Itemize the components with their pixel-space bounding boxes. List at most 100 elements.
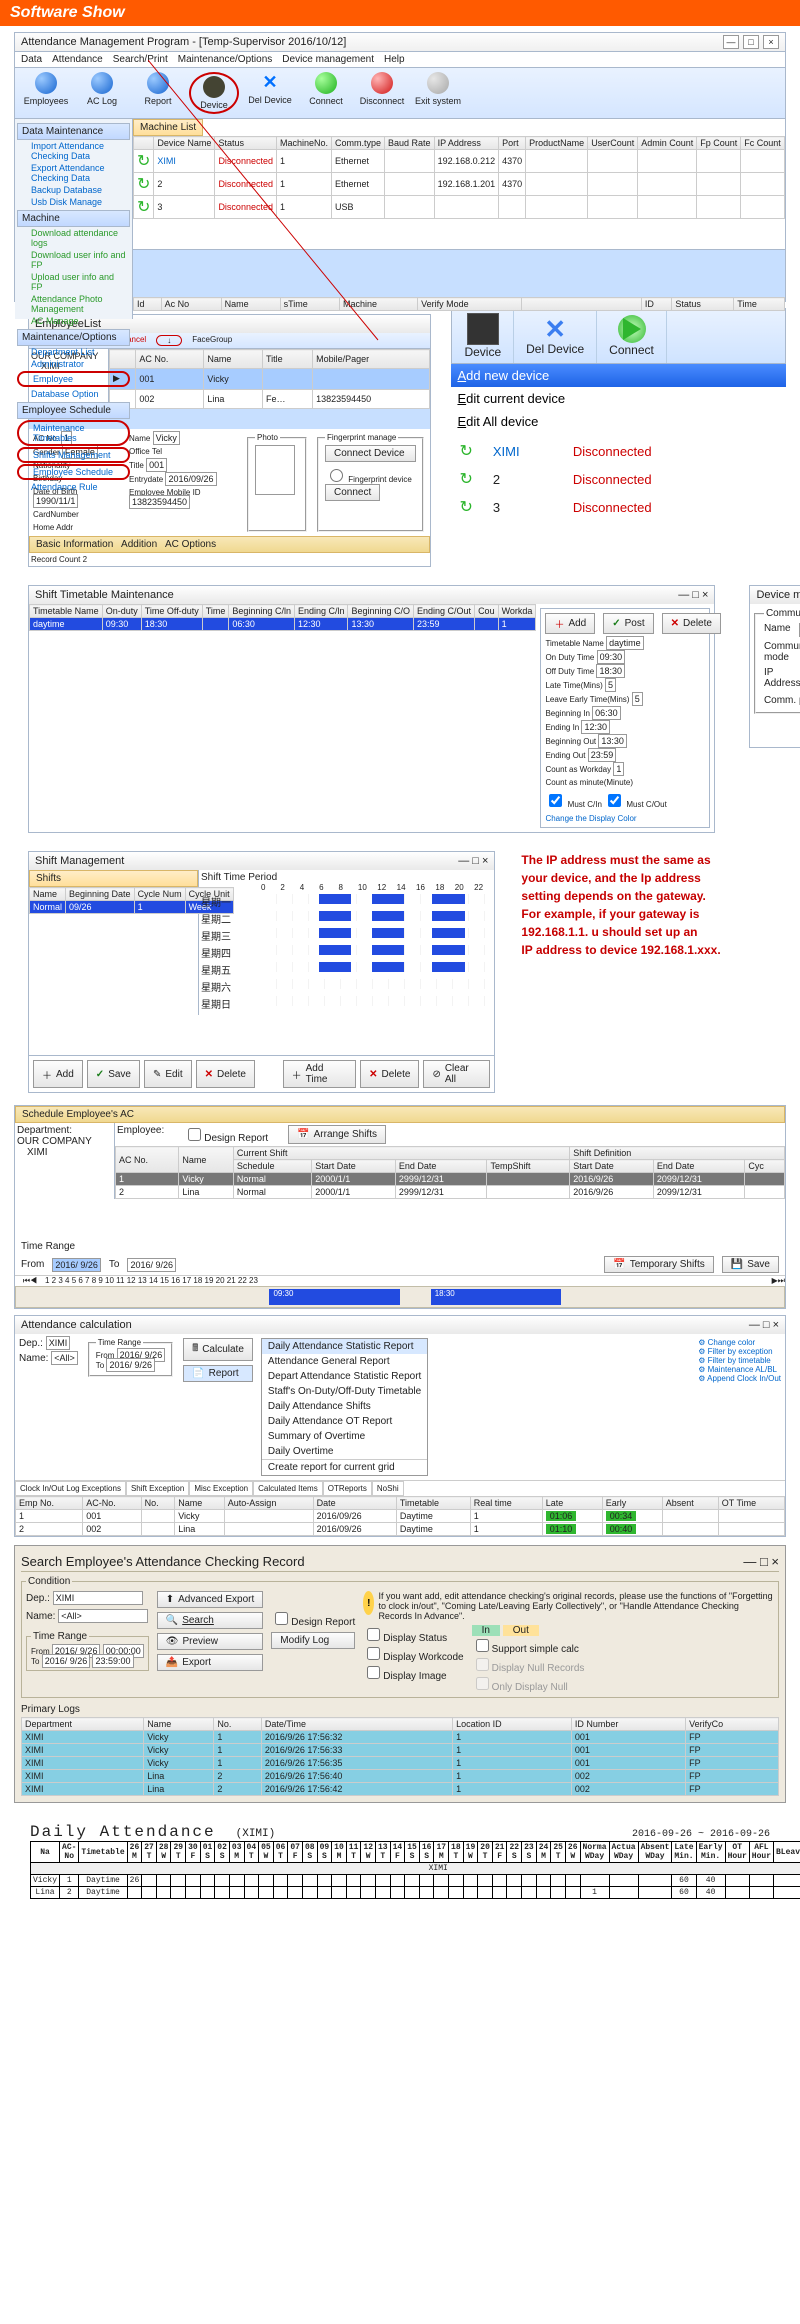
sm-clear[interactable]: ⊘Clear All [423, 1060, 490, 1088]
side-employee[interactable]: Employee [17, 371, 130, 387]
tree-co[interactable]: OUR COMPANY [17, 1136, 112, 1147]
sm-add[interactable]: ＋Add [33, 1060, 83, 1088]
menu-item[interactable]: Daily Attendance OT Report [262, 1414, 427, 1429]
tt-row[interactable]: daytime09:3018:3006:3012:3013:3023:591 [30, 618, 536, 631]
log-row[interactable]: XIMIVicky12016/9/26 17:56:351001FP [22, 1757, 779, 1770]
menu-item[interactable]: Create report for current grid [262, 1459, 427, 1475]
calc-row[interactable]: 1001Vicky2016/09/26Daytime101:0600:34 [16, 1510, 785, 1523]
from-date[interactable]: 2016/ 9/26 [52, 1258, 101, 1272]
dd-edit[interactable]: Edit current device [451, 387, 786, 410]
dep-in[interactable]: XIMI [53, 1591, 143, 1605]
i[interactable]: 06:30 [592, 706, 621, 720]
calc-row[interactable]: 2002Lina2016/09/26Daytime101:1000:40 [16, 1523, 785, 1536]
i[interactable]: 23:59 [588, 748, 617, 762]
cin-chk[interactable] [549, 794, 562, 807]
export-btn[interactable]: 📤 Export [157, 1654, 264, 1671]
cout-chk[interactable] [608, 794, 621, 807]
sm-edit[interactable]: ✎Edit [144, 1060, 192, 1088]
emp-row[interactable]: 002LinaFe…13823594450 [110, 389, 430, 408]
i[interactable]: 2016/ 9/26 [106, 1358, 155, 1372]
mobile-input[interactable]: 13823594450 [129, 495, 190, 509]
adv-export-btn[interactable]: ⬆ Advanced Export [157, 1591, 264, 1608]
design-chk[interactable] [188, 1128, 201, 1141]
side-dept[interactable]: Department List [17, 346, 130, 358]
side-timetable[interactable]: Maintenance Timetables [17, 420, 130, 446]
menu-item[interactable]: Depart Attendance Statistic Report [262, 1369, 427, 1384]
menu-data[interactable]: Data [21, 54, 42, 65]
connect-device-btn[interactable]: Connect Device [325, 445, 416, 462]
chk[interactable] [367, 1647, 380, 1660]
i[interactable]: 1 [613, 762, 624, 776]
side-acmanage[interactable]: AC Manage [17, 315, 130, 327]
i[interactable]: 2016/ 9/26 [42, 1654, 91, 1668]
i[interactable]: 09:30 [597, 650, 626, 664]
name-in[interactable]: <All> [51, 1351, 78, 1365]
calc-btn[interactable]: 🖩Calculate [183, 1338, 253, 1361]
menu-item[interactable]: Daily Attendance Statistic Report [262, 1339, 427, 1354]
log-row[interactable]: XIMILina22016/9/26 17:56:421002FP [22, 1783, 779, 1796]
chk[interactable] [476, 1639, 489, 1652]
side-photo[interactable]: Attendance Photo Management [17, 293, 130, 315]
side-dbopt[interactable]: Database Option [17, 388, 130, 400]
side-export[interactable]: Export Attendance Checking Data [17, 162, 130, 184]
side-link[interactable]: ⚙ Maintenance AL/BL [698, 1365, 781, 1374]
side-usb[interactable]: Usb Disk Manage [17, 196, 130, 208]
to-date[interactable]: 2016/ 9/26 [127, 1258, 176, 1272]
side-import[interactable]: Import Attendance Checking Data [17, 140, 130, 162]
menu-attendance[interactable]: Attendance [52, 54, 103, 65]
log-row[interactable]: XIMIVicky12016/9/26 17:56:321001FP [22, 1731, 779, 1744]
title-input[interactable]: 001 [146, 458, 167, 472]
temp-shifts-btn[interactable]: 📅Temporary Shifts [604, 1256, 713, 1273]
side-link[interactable]: ⚙ Append Clock In/Out [698, 1374, 781, 1383]
minimize-button[interactable]: — [723, 35, 739, 49]
report-btn[interactable]: 📄Report [183, 1365, 253, 1382]
maximize-button[interactable]: □ [743, 35, 759, 49]
tt-add-btn[interactable]: ＋Add [545, 613, 595, 634]
chk[interactable] [367, 1666, 380, 1679]
photo-box[interactable] [255, 445, 295, 495]
sched-row[interactable]: 2LinaNormal2000/1/12999/12/312016/9/2620… [116, 1186, 785, 1199]
save-btn[interactable]: 💾Save [722, 1256, 779, 1273]
sm-save[interactable]: ✓Save [87, 1060, 140, 1088]
dd-add[interactable]: Add new device [451, 364, 786, 387]
side-shifts[interactable]: Shifts Management [17, 447, 130, 463]
chk[interactable] [367, 1628, 380, 1641]
side-dl-logs[interactable]: Download attendance logs [17, 227, 130, 249]
dd-editall[interactable]: Edit All device [451, 410, 786, 433]
tab[interactable]: NoShi [372, 1481, 404, 1496]
tab[interactable]: Shift Exception [126, 1481, 189, 1496]
close-button[interactable]: × [763, 35, 779, 49]
i[interactable]: 5 [632, 692, 643, 706]
side-dl-user[interactable]: Download user info and FP [17, 249, 130, 271]
menu-item[interactable]: Staff's On-Duty/Off-Duty Timetable [262, 1384, 427, 1399]
log-row[interactable]: XIMIVicky12016/9/26 17:56:331001FP [22, 1744, 779, 1757]
i[interactable]: 5 [605, 678, 616, 692]
dob-input[interactable]: 1990/11/1 [33, 494, 78, 508]
side-admin[interactable]: Administrator [17, 358, 130, 370]
side-attrule[interactable]: Attendance Rule [17, 481, 130, 493]
i[interactable]: 23:59:00 [92, 1654, 133, 1668]
i[interactable]: 13:30 [598, 734, 627, 748]
tt-post-btn[interactable]: ✓Post [603, 613, 653, 634]
search-btn[interactable]: 🔍 Search [157, 1612, 264, 1629]
preview-btn[interactable]: 👁 Preview [157, 1633, 264, 1650]
sm-addtime[interactable]: ＋Add Time [283, 1060, 357, 1088]
tab[interactable]: OTReports [323, 1481, 372, 1496]
i[interactable]: 12:30 [581, 720, 610, 734]
side-backup[interactable]: Backup Database [17, 184, 130, 196]
side-link[interactable]: ⚙ Change color [698, 1338, 781, 1347]
tab[interactable]: Misc Exception [189, 1481, 253, 1496]
design-chk[interactable] [275, 1612, 288, 1625]
menu-item[interactable]: Summary of Overtime [262, 1429, 427, 1444]
tree-sub[interactable]: XIMI [17, 1147, 112, 1158]
name-input[interactable]: Vicky [153, 431, 180, 445]
sm-deltime[interactable]: ✕Delete [360, 1060, 419, 1088]
i[interactable]: daytime [606, 636, 644, 650]
log-row[interactable]: XIMILina22016/9/26 17:56:401002FP [22, 1770, 779, 1783]
tb-aclog[interactable]: AC Log [77, 72, 127, 114]
name-in[interactable]: <All> [58, 1609, 148, 1623]
connect-btn[interactable]: Connect [325, 484, 380, 501]
arrange-btn[interactable]: 📅Arrange Shifts [288, 1125, 386, 1144]
side-link[interactable]: ⚙ Filter by timetable [698, 1356, 781, 1365]
entry-input[interactable]: 2016/09/26 [165, 472, 216, 486]
